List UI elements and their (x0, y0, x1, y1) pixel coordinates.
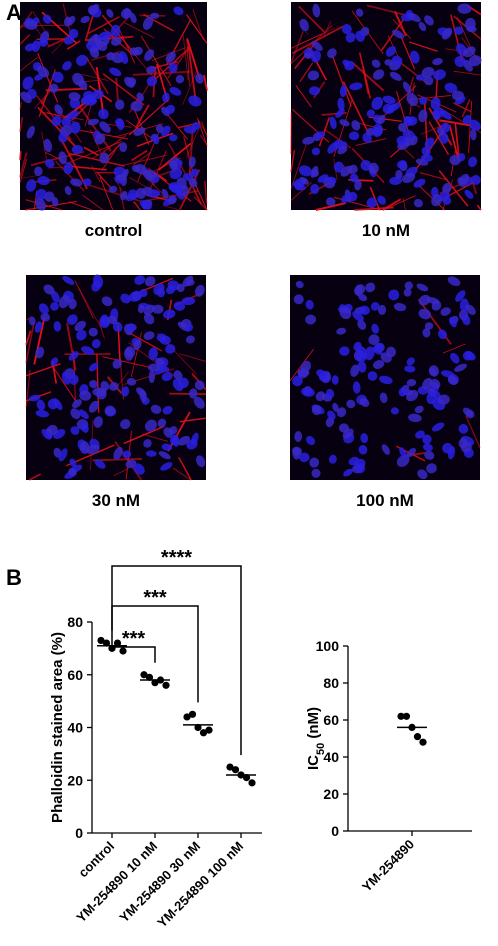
significance-label: *** (122, 628, 146, 650)
y-tick-label: 60 (323, 712, 339, 728)
data-point (248, 779, 255, 786)
y-axis-label: Phalloidin stained area (%) (49, 632, 66, 823)
micrograph (26, 273, 207, 480)
y-axis-label-part: 50 (315, 743, 327, 755)
data-point (403, 713, 410, 720)
y-tick-label: 60 (67, 667, 83, 683)
data-point (419, 739, 426, 746)
micrograph (18, 2, 207, 213)
x-tick-label: control (75, 839, 117, 881)
y-tick-label: 40 (67, 720, 83, 736)
significance-label: *** (143, 587, 167, 609)
nucleus (147, 189, 160, 197)
y-tick-label: 100 (316, 638, 340, 654)
actin-fiber (20, 151, 21, 160)
y-tick-label: 0 (75, 825, 83, 841)
image-caption: 100 nM (356, 491, 414, 510)
significance-label: **** (161, 547, 192, 569)
y-tick-label: 80 (67, 614, 83, 630)
y-tick-label: 80 (323, 675, 339, 691)
y-axis-label-part: IC (305, 755, 322, 770)
y-tick-label: 0 (331, 823, 339, 839)
y-tick-label: 20 (323, 786, 339, 802)
data-point (232, 766, 239, 773)
nucleus (310, 184, 319, 194)
image-caption: control (85, 221, 143, 240)
panel-label: A (6, 0, 22, 25)
y-tick-label: 20 (67, 772, 83, 788)
x-tick-label: YM-254890 30 nM (116, 839, 203, 926)
micrograph (290, 274, 480, 481)
x-tick-label: YM-254890 10 nM (73, 839, 160, 926)
image-caption: 10 nM (362, 221, 410, 240)
data-point (189, 711, 196, 718)
micrograph (291, 2, 483, 210)
data-point (414, 733, 421, 740)
image-caption: 30 nM (92, 491, 140, 510)
panel-label: B (6, 565, 22, 590)
data-point (205, 727, 212, 734)
data-point (162, 682, 169, 689)
significance-bracket (112, 566, 241, 755)
x-tick-label: YM-254890 (359, 837, 417, 895)
y-axis-label-part: (nM) (305, 707, 322, 743)
x-tick-label: YM-254890 100 nM (154, 839, 246, 931)
